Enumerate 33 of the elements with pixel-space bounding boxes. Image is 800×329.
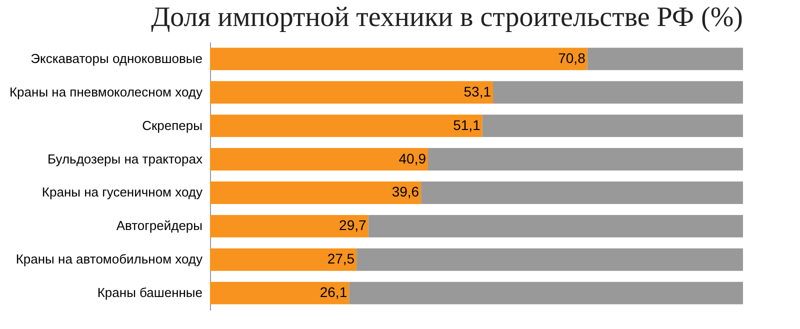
- bar: [210, 114, 482, 138]
- data-label: 26,1: [320, 284, 348, 300]
- data-label: 70,8: [558, 50, 586, 66]
- data-label: 53,1: [464, 83, 492, 100]
- data-label: 40,9: [398, 150, 426, 166]
- bar: [210, 214, 368, 238]
- bar: [493, 81, 743, 104]
- y-tick-label: Автогрейдеры: [116, 218, 202, 234]
- bar: [368, 214, 743, 238]
- y-tick-label: Краны на пневмоколесном ходу: [9, 84, 203, 100]
- bar: [356, 248, 743, 271]
- data-label: 29,7: [339, 217, 367, 234]
- y-tick-label: Экскаваторы одноковшовые: [30, 50, 202, 66]
- y-tick-label: Бульдозеры на тракторах: [48, 151, 203, 166]
- bar: [210, 81, 494, 104]
- bar: [482, 114, 743, 138]
- bar: [210, 182, 422, 204]
- bar: [210, 282, 350, 304]
- data-label: 39,6: [392, 184, 420, 200]
- bar: [210, 248, 357, 271]
- bar: [587, 48, 743, 70]
- y-tick-label: Краны на автомобильном ходу: [16, 252, 203, 267]
- data-label: 27,5: [327, 250, 355, 267]
- bar: [210, 148, 428, 170]
- bar: [349, 282, 743, 304]
- y-tick-label: Краны башенные: [97, 285, 202, 300]
- data-label: 51,1: [453, 116, 481, 133]
- bar: [428, 148, 743, 170]
- y-tick-label: Скреперы: [142, 118, 202, 133]
- chart-title: Доля импортной техники в строительстве РФ (%): [151, 2, 743, 33]
- y-tick-label: Краны на гусеничном ходу: [42, 184, 203, 200]
- bar: [421, 182, 743, 204]
- bar: [210, 48, 588, 70]
